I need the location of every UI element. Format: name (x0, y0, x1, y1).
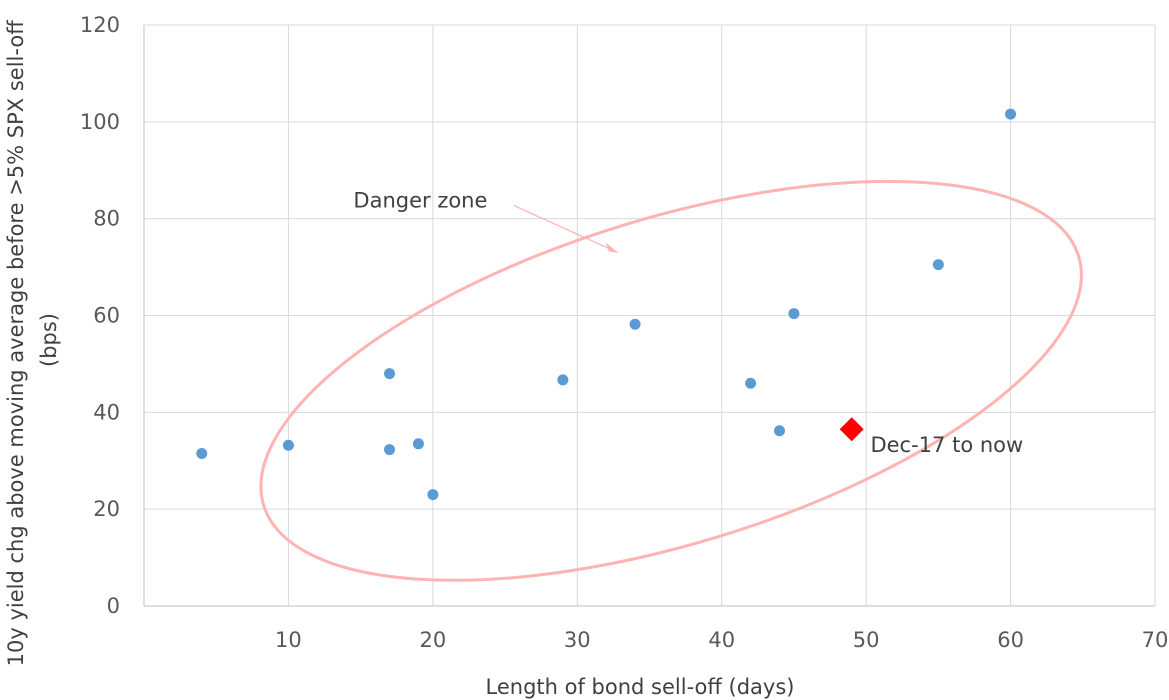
data-point (788, 308, 800, 320)
x-axis-label: Length of bond sell-off (days) (486, 675, 795, 699)
x-tick-label: 30 (564, 628, 591, 652)
x-tick-label: 50 (853, 628, 880, 652)
y-tick-label: 0 (107, 594, 120, 618)
data-point (196, 447, 208, 459)
y-tick-label: 120 (80, 13, 120, 37)
x-tick-label: 70 (1142, 628, 1169, 652)
data-point (557, 374, 569, 386)
x-tick-label: 60 (997, 628, 1024, 652)
y-tick-label: 80 (93, 207, 120, 231)
data-point (629, 318, 641, 330)
danger-zone-ellipse (259, 179, 1083, 582)
axes (143, 24, 1155, 607)
data-point (773, 425, 785, 437)
data-point (427, 489, 439, 501)
y-tick-label: 100 (80, 110, 120, 134)
y-axis-label: 10y yield chg above moving average befor… (4, 14, 61, 667)
x-tick-label: 20 (419, 628, 446, 652)
y-axis-label-line-2: (bps) (37, 313, 61, 367)
y-tick-label: 60 (93, 304, 120, 328)
data-point (384, 368, 396, 380)
data-point (412, 438, 424, 450)
data-point (1005, 108, 1017, 120)
y-tick-label: 40 (93, 400, 120, 424)
gridlines (144, 24, 1156, 606)
x-tick-label: 40 (708, 628, 735, 652)
danger-zone-arrowhead (605, 242, 618, 253)
current-point-label: Dec-17 to now (870, 433, 1023, 457)
data-point (745, 377, 757, 389)
danger-zone-layer (259, 179, 1083, 582)
chart-text: Length of bond sell-off (days) 10y yield… (4, 13, 1168, 699)
x-tick-label: 10 (275, 628, 302, 652)
data-points (196, 108, 1017, 501)
y-tick-label: 20 (93, 497, 120, 521)
data-point (384, 444, 396, 456)
highlight-point (839, 417, 864, 442)
danger-zone-arrow (513, 204, 618, 254)
y-axis-label-line-1: 10y yield chg above moving average befor… (4, 20, 28, 667)
danger-zone-label: Danger zone (353, 188, 487, 212)
data-point (932, 259, 944, 271)
data-point (282, 439, 294, 451)
